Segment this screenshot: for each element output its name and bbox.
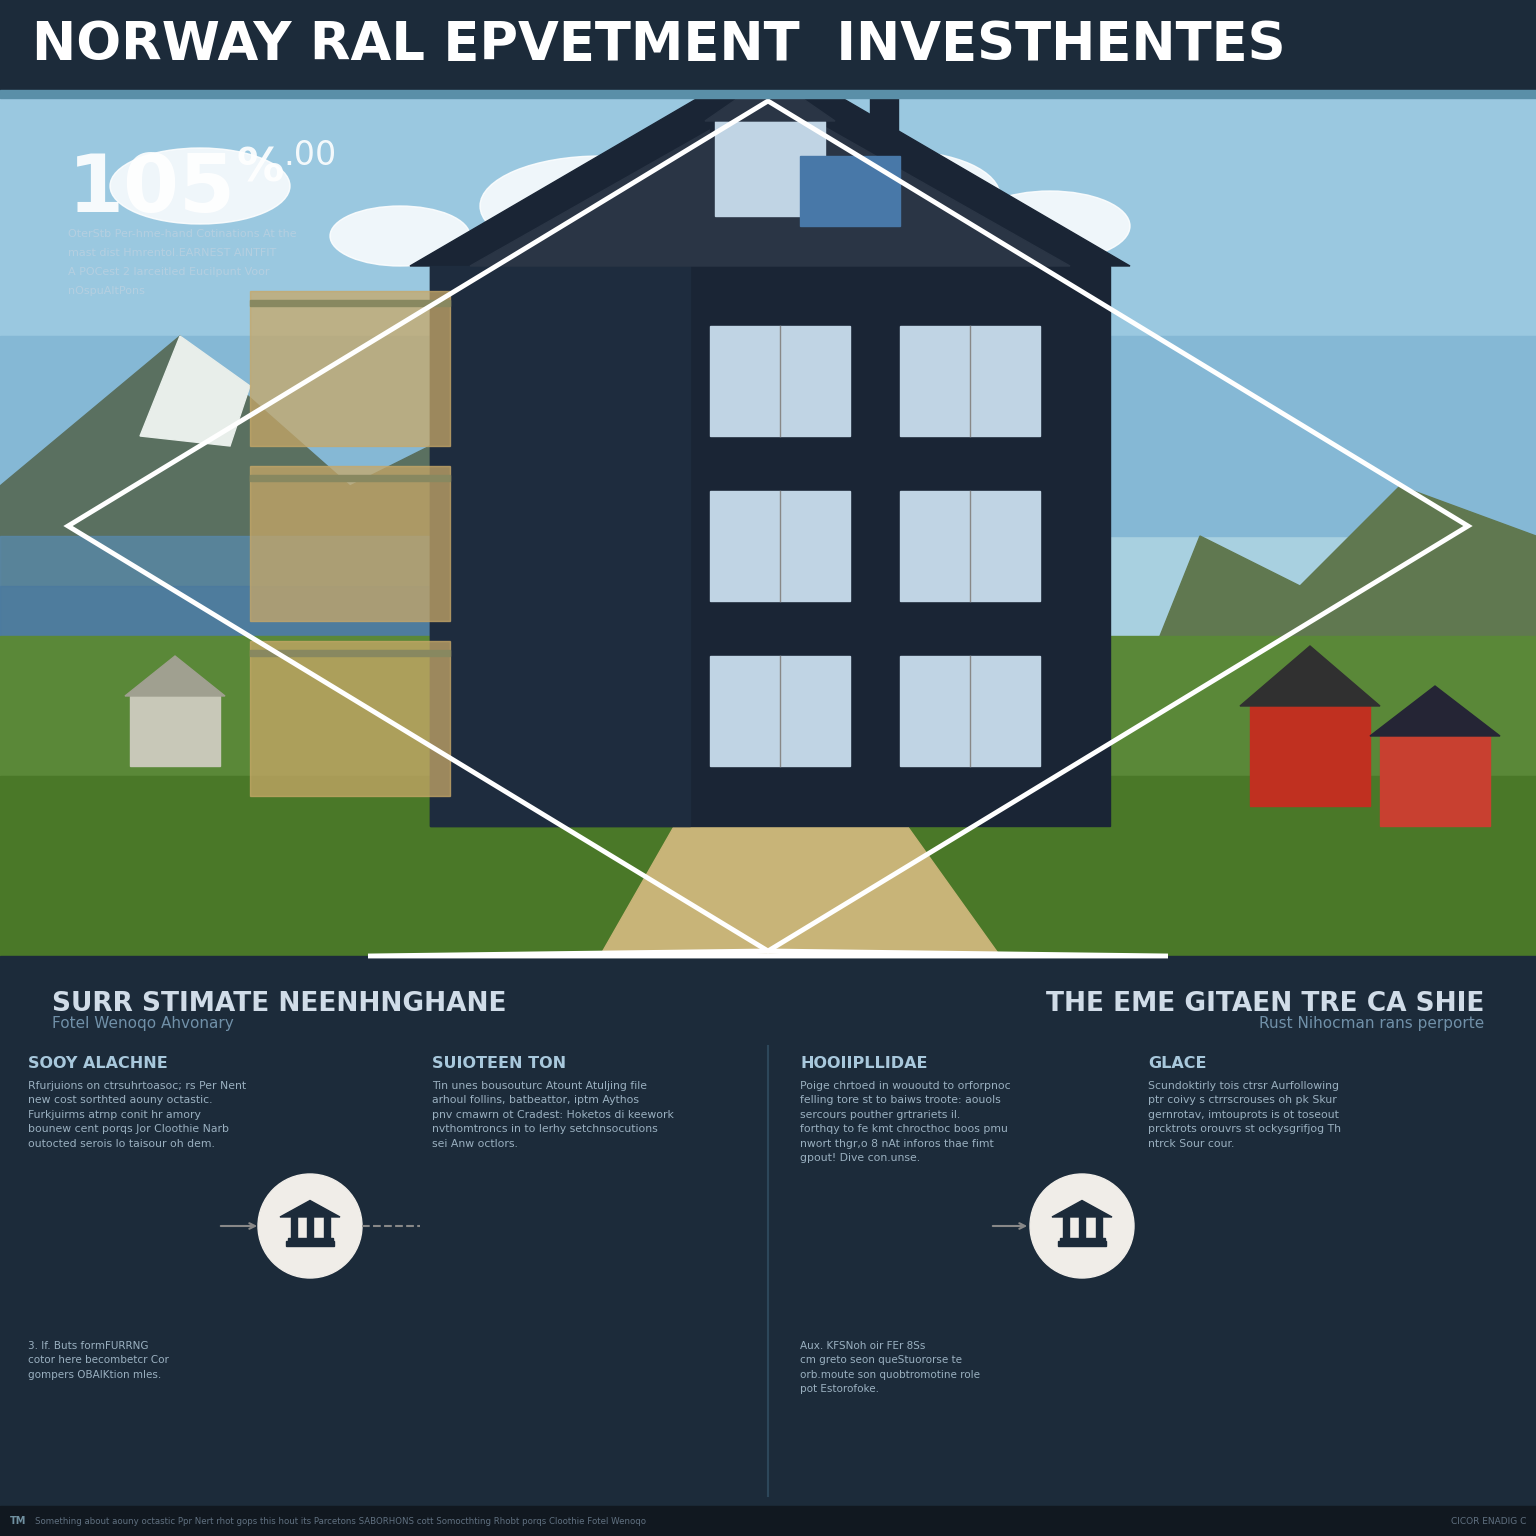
Ellipse shape <box>800 151 1000 241</box>
Bar <box>0 98 1536 955</box>
Bar <box>1060 1238 1104 1243</box>
Polygon shape <box>280 1201 339 1217</box>
Bar <box>287 1238 332 1243</box>
Polygon shape <box>470 95 1071 266</box>
Bar <box>1078 1217 1084 1238</box>
Text: Tin unes bousouturc Atount Atuljing file
arhoul follins, batbeattor, iptm Aythos: Tin unes bousouturc Atount Atuljing file… <box>432 1081 674 1149</box>
Bar <box>250 465 450 621</box>
Bar <box>0 536 700 667</box>
Polygon shape <box>1052 1201 1112 1217</box>
Text: NORWAY RAL EPVETMENT  INVESTHENTES: NORWAY RAL EPVETMENT INVESTHENTES <box>32 18 1286 71</box>
Polygon shape <box>705 75 836 121</box>
Bar <box>900 492 1040 601</box>
Bar <box>800 157 900 226</box>
Bar <box>0 91 1536 98</box>
Bar <box>250 475 450 481</box>
Text: THE EME GITAEN TRE CA SHIE: THE EME GITAEN TRE CA SHIE <box>1046 991 1484 1017</box>
Text: Scundoktirly tois ctrsr Aurfollowing
ptr coivy s ctrrscrouses oh pk Skur
gernrot: Scundoktirly tois ctrsr Aurfollowing ptr… <box>1147 1081 1341 1149</box>
Text: 3. If. Buts formFURRNG
cotor here becombetcr Cor
gompers OBAIKtion mles.: 3. If. Buts formFURRNG cotor here becomb… <box>28 1341 169 1379</box>
Ellipse shape <box>971 190 1130 261</box>
Text: mast dist Hmrentol.EARNEST AINTFIT: mast dist Hmrentol.EARNEST AINTFIT <box>68 247 276 258</box>
Polygon shape <box>601 816 1000 955</box>
Bar <box>250 641 450 796</box>
Text: SURR STIMATE NEENHNGHANE: SURR STIMATE NEENHNGHANE <box>52 991 507 1017</box>
Bar <box>0 636 1536 955</box>
Ellipse shape <box>660 137 840 217</box>
Circle shape <box>258 1174 362 1278</box>
Bar <box>286 1241 333 1246</box>
Bar <box>0 587 601 667</box>
Bar <box>0 0 1536 91</box>
Polygon shape <box>410 55 1130 266</box>
Bar <box>250 290 450 445</box>
Bar <box>0 955 1536 1536</box>
Ellipse shape <box>111 147 290 224</box>
Text: Something about aouny octastic Ppr Nert rhot gops this hout its Parcetons SABORH: Something about aouny octastic Ppr Nert … <box>35 1516 647 1525</box>
Text: TM: TM <box>11 1516 26 1525</box>
Text: nOspuAltPons: nOspuAltPons <box>68 286 144 296</box>
Polygon shape <box>140 336 250 445</box>
Text: CICOR ENADIG C: CICOR ENADIG C <box>1450 1516 1525 1525</box>
Bar <box>307 1217 313 1238</box>
Ellipse shape <box>479 157 720 257</box>
Bar <box>0 1505 1536 1536</box>
Text: .00: .00 <box>283 138 336 172</box>
Text: SUIOTEEN TON: SUIOTEEN TON <box>432 1057 567 1071</box>
Bar <box>430 266 690 826</box>
Bar <box>869 55 899 137</box>
Text: GLACE: GLACE <box>1147 1057 1206 1071</box>
Polygon shape <box>1100 485 1536 786</box>
Bar <box>250 300 450 306</box>
Bar <box>710 492 849 601</box>
Polygon shape <box>0 336 601 786</box>
Bar <box>1095 1217 1101 1238</box>
Bar <box>430 266 1111 826</box>
Bar <box>710 326 849 436</box>
Polygon shape <box>1370 687 1501 736</box>
Bar <box>1250 707 1370 806</box>
Bar <box>710 656 849 766</box>
Bar <box>1058 1241 1106 1246</box>
Text: HOOIIPLLIDAE: HOOIIPLLIDAE <box>800 1057 928 1071</box>
Text: %: % <box>237 147 283 192</box>
Text: Aux. KFSNoh oir FEr 8Ss
cm greto seon queStuororse te
orb.moute son quobtromotin: Aux. KFSNoh oir FEr 8Ss cm greto seon qu… <box>800 1341 980 1395</box>
Text: Poige chrtoed in wououtd to orforpnoc
felling tore st to baiws troote: aouols
se: Poige chrtoed in wououtd to orforpnoc fe… <box>800 1081 1011 1163</box>
Text: Rfurjuions on ctrsuhrtoasoc; rs Per Nent
new cost sorthted aouny octastic.
Furkj: Rfurjuions on ctrsuhrtoasoc; rs Per Nent… <box>28 1081 246 1149</box>
Bar <box>250 650 450 656</box>
Polygon shape <box>124 656 224 696</box>
Text: Rust Nihocman rans perporte: Rust Nihocman rans perporte <box>1258 1015 1484 1031</box>
Text: 105: 105 <box>68 151 237 229</box>
Bar <box>1063 1217 1069 1238</box>
Bar <box>900 326 1040 436</box>
Bar <box>1379 736 1490 826</box>
Bar <box>710 55 737 137</box>
Polygon shape <box>1240 647 1379 707</box>
Bar <box>0 336 1536 536</box>
Ellipse shape <box>330 206 470 266</box>
Text: SOOY ALACHNE: SOOY ALACHNE <box>28 1057 167 1071</box>
Bar <box>131 696 220 766</box>
Bar <box>290 1217 296 1238</box>
Text: OterStb Per-hme-hand Cotinations At the: OterStb Per-hme-hand Cotinations At the <box>68 229 296 240</box>
Bar <box>0 776 1536 955</box>
Bar <box>714 121 825 217</box>
Text: A POCest 2 larceitled Eucilpunt Voor: A POCest 2 larceitled Eucilpunt Voor <box>68 267 269 276</box>
Bar <box>324 1217 330 1238</box>
Text: Fotel Wenoqo Ahvonary: Fotel Wenoqo Ahvonary <box>52 1015 233 1031</box>
Circle shape <box>1031 1174 1134 1278</box>
Bar <box>0 98 1536 336</box>
Bar <box>900 656 1040 766</box>
